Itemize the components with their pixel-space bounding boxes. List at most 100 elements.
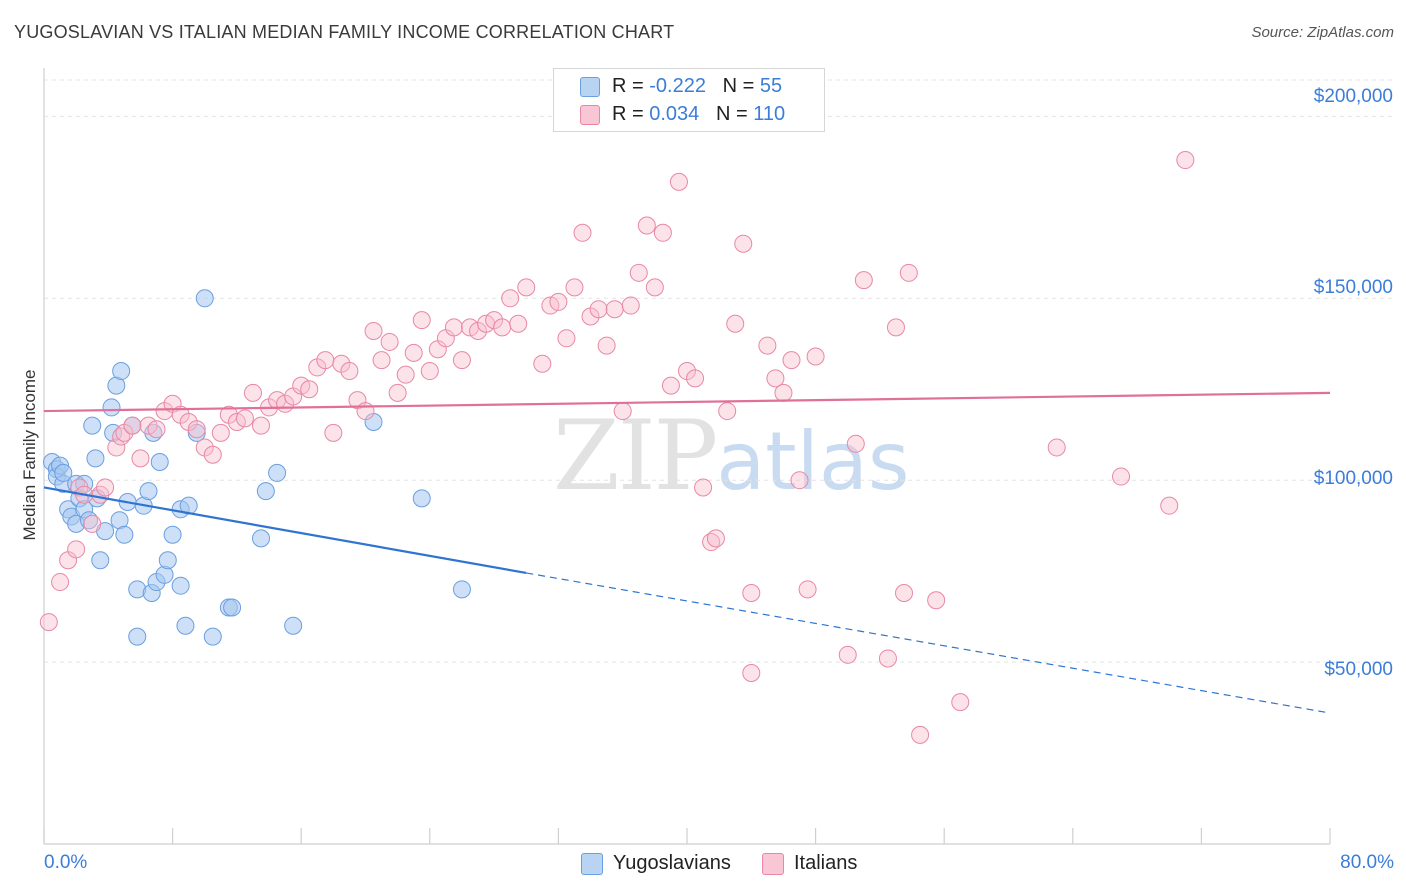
data-point-italians — [846, 434, 865, 453]
data-point-italians — [726, 314, 745, 333]
data-point-italians — [951, 693, 970, 712]
trend-line-yugoslavians — [43, 486, 527, 575]
data-point-italians — [605, 300, 624, 319]
data-point-yugoslavians — [54, 463, 73, 482]
data-point-italians — [621, 296, 640, 315]
data-point-italians — [107, 438, 126, 457]
data-point-italians — [187, 420, 206, 439]
data-point-italians — [911, 725, 930, 744]
data-point-italians — [702, 533, 721, 552]
data-point-italians — [838, 645, 857, 664]
data-point-italians — [388, 383, 407, 402]
data-point-italians — [573, 223, 592, 242]
y-tick-label-50000: $50,000 — [1324, 659, 1393, 680]
data-point-yugoslavians — [155, 565, 174, 584]
bottom-legend-label: Italians — [794, 852, 858, 874]
r-value: 0.034 — [649, 103, 700, 125]
data-point-yugoslavians — [256, 482, 275, 501]
data-point-yugoslavians — [91, 551, 110, 570]
trend-line-yugoslavians-extension — [526, 572, 1331, 714]
data-point-italians — [734, 234, 753, 253]
data-point-italians — [549, 292, 568, 311]
data-point-italians — [420, 362, 439, 381]
data-point-italians — [629, 263, 648, 282]
watermark-atlas: atlas — [716, 415, 910, 508]
data-point-yugoslavians — [452, 580, 471, 599]
y-tick-label-100000: $100,000 — [1313, 468, 1393, 489]
n-value: 55 — [759, 75, 783, 97]
data-point-italians — [372, 351, 391, 370]
data-point-italians — [123, 416, 142, 435]
data-point-yugoslavians — [158, 551, 177, 570]
y-tick-label-200000: $200,000 — [1313, 86, 1393, 107]
legend-swatch-yugoslavians — [580, 77, 600, 97]
legend-swatch-italians — [580, 105, 600, 125]
data-point-italians — [396, 365, 415, 384]
data-point-italians — [806, 347, 825, 366]
data-point-yugoslavians — [112, 362, 131, 381]
data-point-yugoslavians — [128, 627, 147, 646]
trend-line-italians — [43, 391, 1331, 413]
data-point-yugoslavians — [268, 463, 287, 482]
data-point-italians — [899, 263, 918, 282]
data-point-italians — [324, 423, 343, 442]
data-point-italians — [39, 613, 58, 632]
data-point-yugoslavians — [163, 525, 182, 544]
data-point-italians — [364, 322, 383, 341]
data-point-italians — [211, 423, 230, 442]
data-point-italians — [83, 514, 102, 533]
data-point-italians — [895, 583, 914, 602]
data-point-yugoslavians — [83, 416, 102, 435]
data-point-italians — [1047, 438, 1066, 457]
legend-text: R = 0.034 N = 110 — [612, 103, 785, 126]
data-point-italians — [661, 376, 680, 395]
data-point-italians — [316, 351, 335, 370]
data-point-italians — [509, 314, 528, 333]
data-point-italians — [653, 223, 672, 242]
data-point-italians — [637, 216, 656, 235]
x-tick-label-min: 0.0% — [44, 852, 88, 873]
data-point-italians — [112, 427, 131, 446]
data-point-italians — [878, 649, 897, 668]
x-tick-label-max: 80.0% — [1340, 852, 1394, 873]
data-point-italians — [589, 300, 608, 319]
data-point-yugoslavians — [115, 525, 134, 544]
data-point-italians — [597, 336, 616, 355]
r-value: -0.222 — [649, 75, 706, 97]
correlation-legend: R = -0.222 N = 55 R = 0.034 N = 110 — [553, 68, 825, 132]
data-point-italians — [706, 529, 725, 548]
data-point-italians — [613, 402, 632, 421]
data-point-italians — [742, 583, 761, 602]
data-point-italians — [766, 369, 785, 388]
data-point-italians — [645, 278, 664, 297]
data-point-yugoslavians — [86, 449, 105, 468]
source-label: Source: ZipAtlas.com — [1251, 24, 1394, 41]
data-point-italians — [742, 664, 761, 683]
n-label: N = — [715, 103, 754, 125]
data-point-italians — [517, 278, 536, 297]
data-point-italians — [694, 478, 713, 497]
data-point-italians — [1112, 467, 1131, 486]
watermark-zip: ZIP — [553, 400, 718, 512]
data-point-italians — [493, 318, 512, 337]
data-point-italians — [565, 278, 584, 297]
data-point-italians — [774, 383, 793, 402]
data-point-italians — [67, 540, 86, 559]
data-point-italians — [147, 420, 166, 439]
watermark: ZIPatlas — [553, 400, 910, 512]
data-point-italians — [758, 336, 777, 355]
data-point-italians — [412, 311, 431, 330]
data-point-yugoslavians — [75, 474, 94, 493]
data-point-italians — [203, 445, 222, 464]
n-value: 110 — [753, 103, 786, 125]
data-point-italians — [243, 383, 262, 402]
chart-title: YUGOSLAVIAN VS ITALIAN MEDIAN FAMILY INC… — [14, 22, 675, 42]
data-point-yugoslavians — [102, 398, 121, 417]
data-point-yugoslavians — [223, 598, 242, 617]
data-point-italians — [404, 343, 423, 362]
data-point-italians — [1176, 151, 1195, 170]
data-point-yugoslavians — [150, 453, 169, 471]
data-point-italians — [557, 329, 576, 348]
data-point-yugoslavians — [203, 627, 222, 646]
